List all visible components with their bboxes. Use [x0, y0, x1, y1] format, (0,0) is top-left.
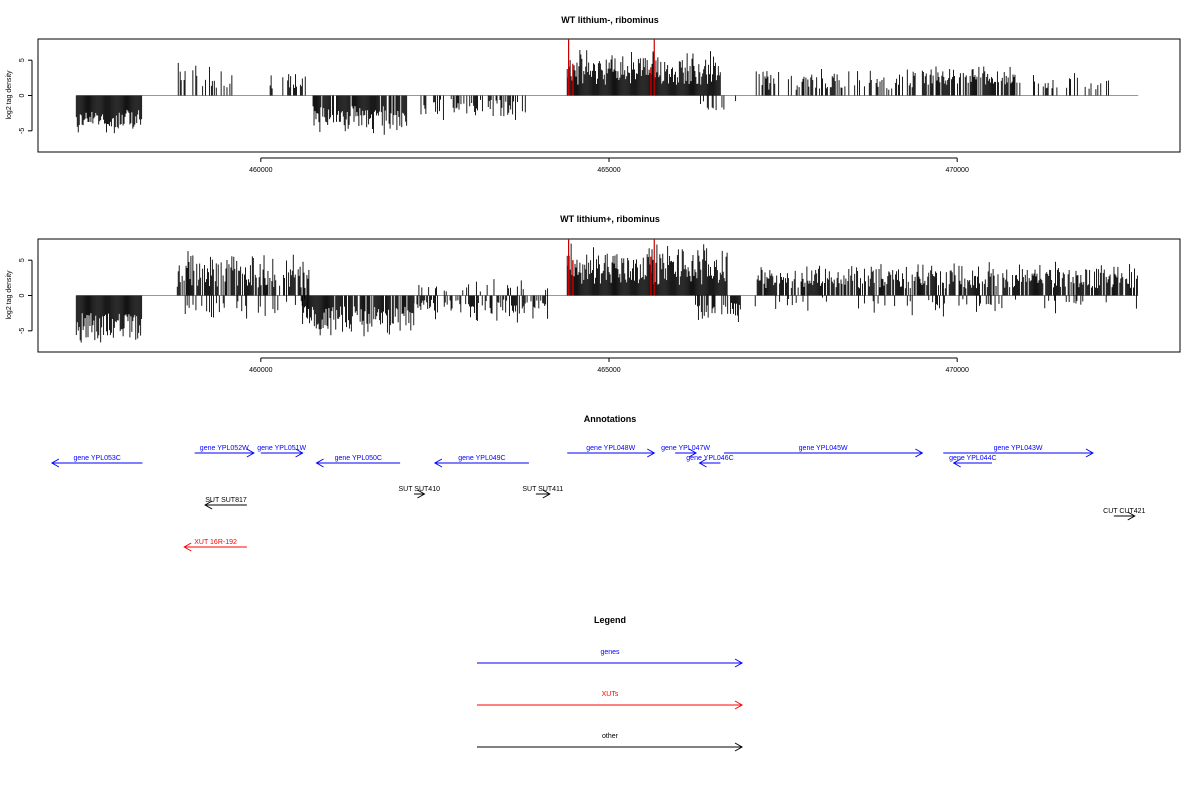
annotation-feature: gene YPL052W	[194, 445, 255, 458]
legend-items: genes XUTs other	[477, 649, 744, 752]
feature-label: gene YPL043W	[994, 445, 1043, 452]
feature-label: gene YPL044C	[949, 455, 996, 462]
annotation-feature: SUT SUT817	[204, 497, 247, 510]
x-tick-label: 470000	[945, 367, 968, 374]
plot-frame	[37, 38, 1181, 153]
arrow-head-icon	[698, 458, 707, 468]
arrow-head-icon	[295, 448, 304, 458]
feature-label: SUT SUT410	[398, 486, 440, 493]
legend-label: other	[602, 733, 619, 740]
feature-label: gene YPL051W	[257, 445, 306, 452]
arrow-head-icon	[915, 448, 924, 458]
annotation-feature: SUT SUT411	[522, 486, 563, 499]
axes: -5 0 5 460000 465000 470000	[19, 258, 969, 374]
legend-item: other	[477, 733, 744, 752]
arrow-head-icon	[315, 458, 324, 468]
arrow-head-icon	[647, 448, 656, 458]
panel-title: WT lithium+, ribominus	[560, 214, 660, 224]
plot-frame	[37, 238, 1181, 353]
annotation-feature: XUT 16R-192	[183, 539, 247, 552]
annotation-feature: gene YPL048W	[567, 445, 656, 458]
x-tick-label: 465000	[597, 367, 620, 374]
arrow-head-icon	[246, 448, 255, 458]
arrow-head-icon	[204, 500, 213, 510]
y-tick-label: -5	[19, 128, 26, 134]
annotation-feature: gene YPL047W	[661, 445, 710, 458]
feature-label: gene YPL053C	[74, 455, 121, 462]
legend-item: genes	[477, 649, 744, 668]
annotation-feature: gene YPL046C	[686, 455, 734, 468]
x-tick-label: 470000	[945, 167, 968, 174]
feature-label: gene YPL049C	[458, 455, 505, 462]
feature-label: XUT 16R-192	[194, 539, 237, 546]
y-tick-label: 5	[19, 58, 26, 62]
annotation-feature: CUT CUT421	[1103, 508, 1146, 521]
panel-title: WT lithium-, ribominus	[561, 15, 659, 25]
feature-label: SUT SUT817	[205, 497, 247, 504]
y-tick-label: 0	[19, 293, 26, 297]
annotation-feature: gene YPL051W	[257, 445, 307, 458]
y-axis-label: log2 tag density	[6, 70, 13, 120]
annotation-feature: gene YPL050C	[315, 455, 401, 468]
arrow-head-icon	[688, 448, 698, 458]
arrow-head-icon	[183, 542, 192, 552]
coverage-bars	[75, 239, 1139, 343]
legend: Legend genes XUTs other	[477, 615, 744, 752]
arrow-head-icon	[1085, 448, 1094, 458]
arrow-head-icon	[952, 458, 961, 468]
arrow-head-icon	[433, 458, 443, 468]
feature-label: gene YPL046C	[686, 455, 733, 462]
annotation-feature: gene YPL044C	[949, 455, 997, 468]
arrow-head-icon	[734, 658, 744, 668]
coverage-panel-lithium-plus: WT lithium+, ribominus log2 tag density …	[6, 214, 1181, 374]
annotation-feature: gene YPL043W	[943, 445, 1094, 458]
arrow-head-icon	[734, 742, 744, 752]
feature-label: gene YPL052W	[200, 445, 249, 452]
feature-label: CUT CUT421	[1103, 508, 1145, 515]
y-tick-label: 5	[19, 258, 26, 262]
legend-title: Legend	[594, 615, 626, 625]
feature-label: gene YPL045W	[799, 445, 848, 452]
y-tick-label: 0	[19, 93, 26, 97]
feature-label: gene YPL048W	[586, 445, 635, 452]
y-axis-label: log2 tag density	[6, 270, 13, 320]
arrow-head-icon	[417, 489, 426, 499]
arrow-head-icon	[1127, 511, 1136, 521]
annotations-title: Annotations	[584, 414, 637, 424]
coverage-bars	[75, 39, 1139, 135]
legend-item: XUTs	[477, 691, 744, 710]
arrow-head-icon	[542, 489, 551, 499]
x-tick-label: 465000	[597, 167, 620, 174]
arrow-head-icon	[734, 700, 744, 710]
legend-label: genes	[600, 649, 620, 656]
x-tick-label: 460000	[249, 367, 272, 374]
annotation-feature: SUT SUT410	[398, 486, 440, 499]
feature-label: gene YPL050C	[335, 455, 382, 462]
coverage-panel-lithium-minus: WT lithium-, ribominus log2 tag density …	[6, 15, 1181, 174]
feature-label: gene YPL047W	[661, 445, 710, 452]
feature-label: SUT SUT411	[522, 486, 563, 493]
axes: -5 0 5 460000 465000 470000	[19, 58, 969, 174]
annotation-feature: gene YPL053C	[50, 455, 143, 468]
annotation-feature: gene YPL049C	[433, 455, 529, 468]
annotation-features: gene YPL053C gene YPL052W gene YPL051W gene…	[50, 445, 1146, 552]
x-tick-label: 460000	[249, 167, 272, 174]
y-tick-label: -5	[19, 328, 26, 334]
legend-label: XUTs	[602, 691, 619, 698]
arrow-head-icon	[50, 458, 60, 468]
annotation-feature: gene YPL045W	[723, 445, 924, 458]
